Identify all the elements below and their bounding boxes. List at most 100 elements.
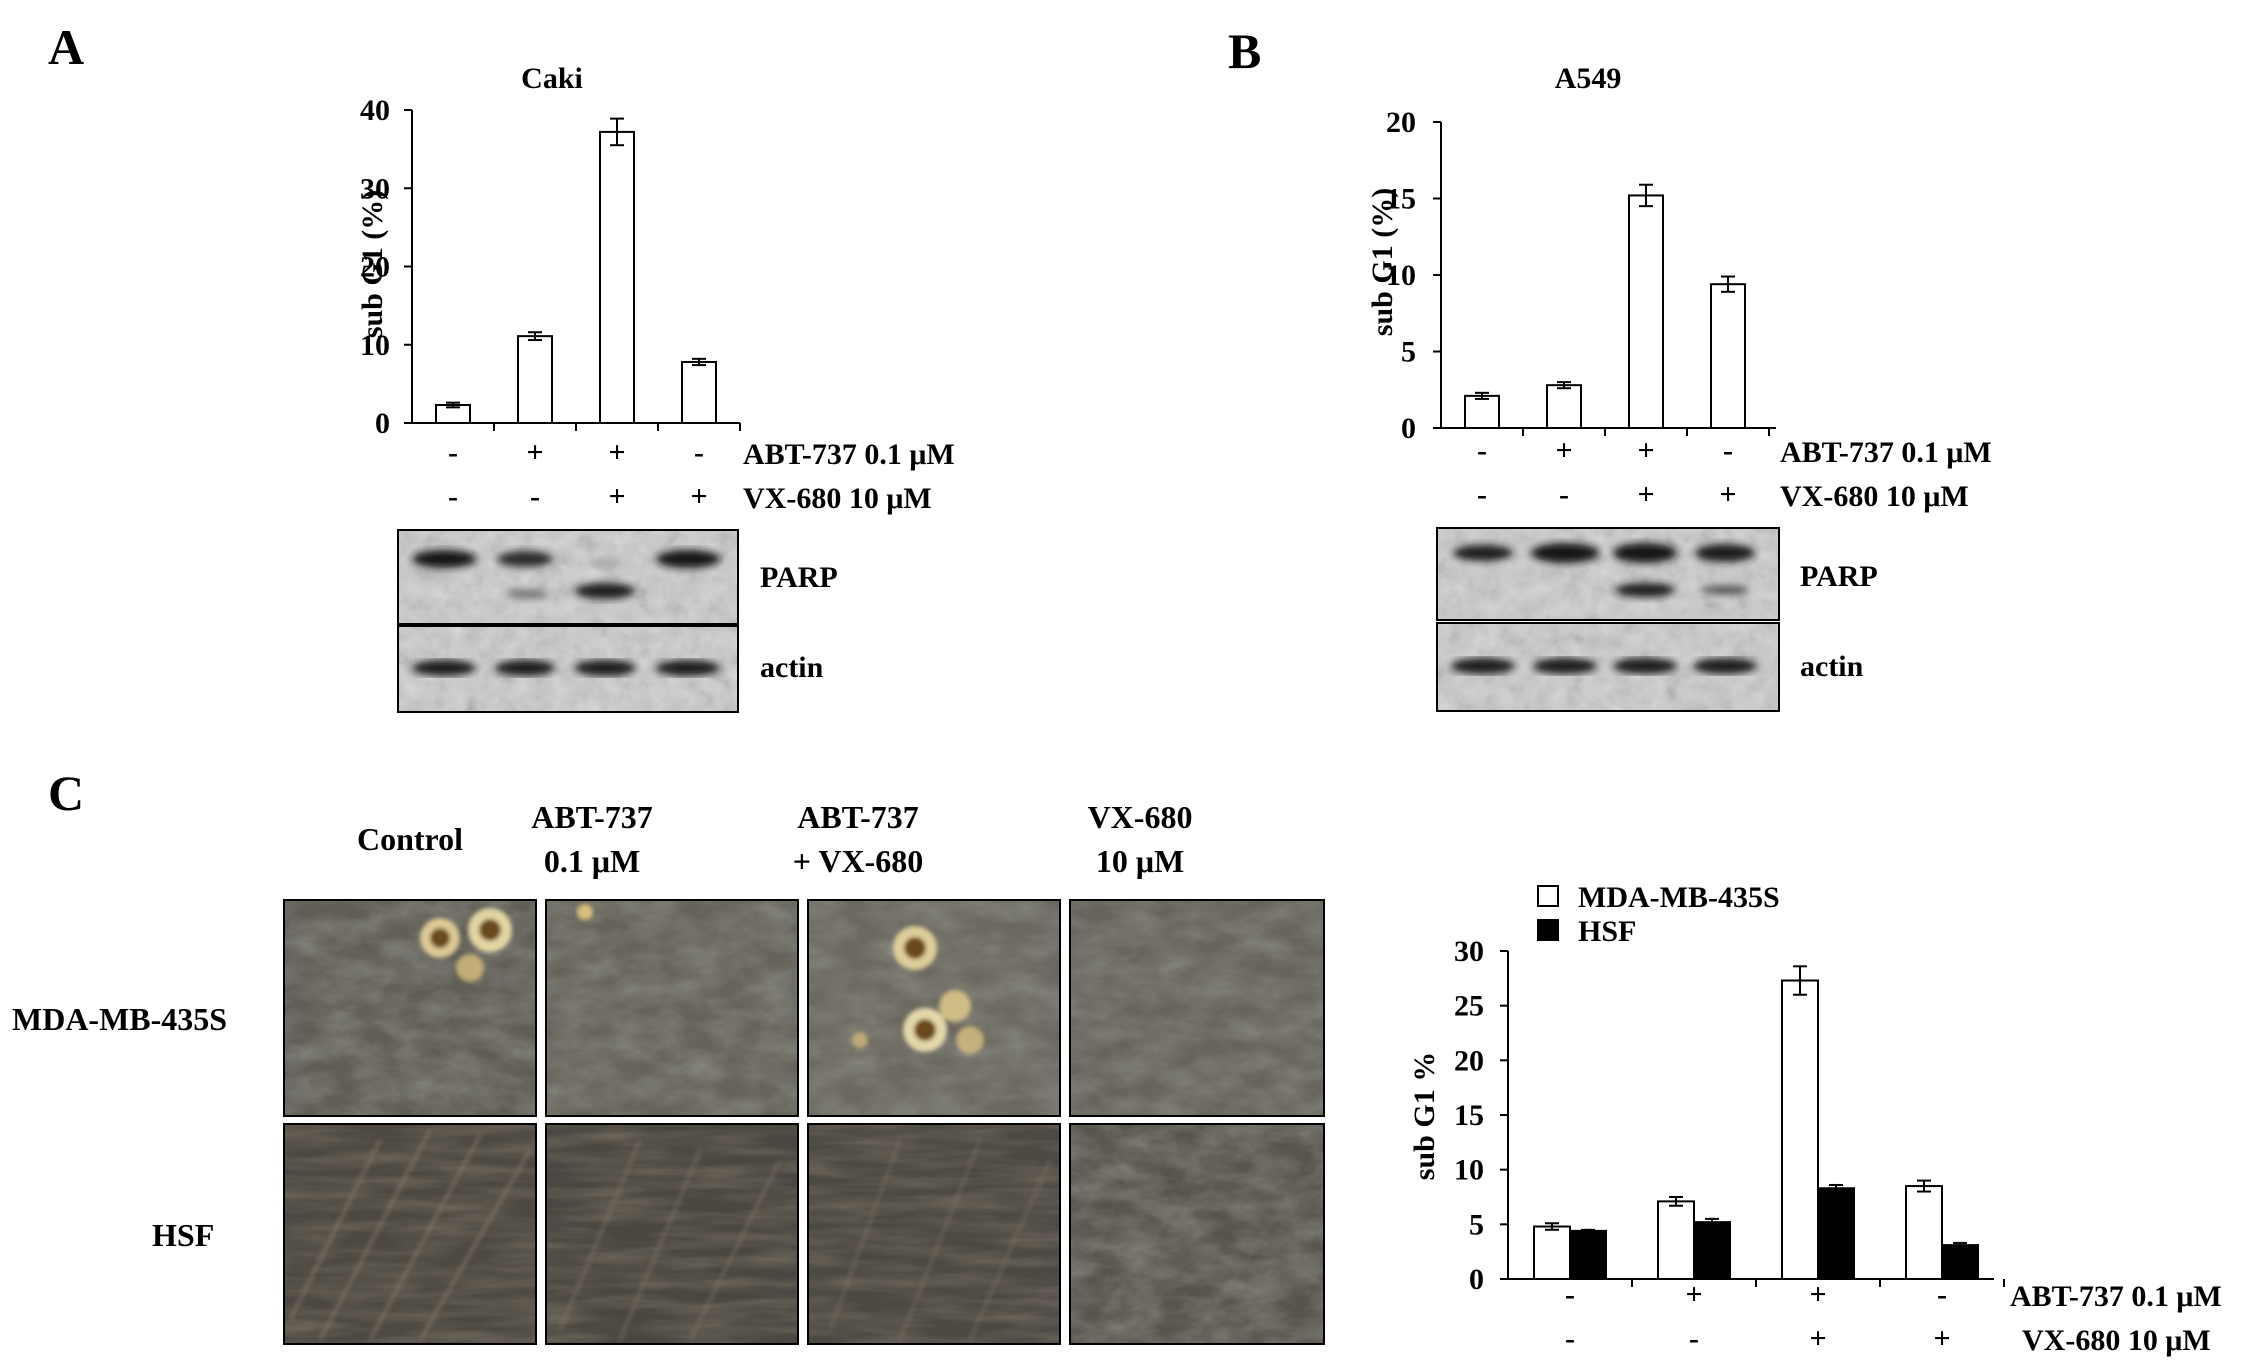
chart-b-abt-sign: + [1637,434,1654,467]
chart-b-vx-label: VX-680 10 μM [1780,480,1969,513]
chart-b-abt-label: ABT-737 0.1 μM [1780,436,1992,469]
chart-b-bar [1546,384,1582,430]
chart-b-vx-sign: - [1477,478,1487,511]
micrograph-hsf-combo [807,1123,1061,1345]
chart-c-y-axis-label: sub G1 % [1408,1052,1441,1180]
chart-b-y-tick-label: 10 [1386,259,1416,292]
chart-a-title: Caki [521,62,583,95]
column-header-vx-line2: 10 μM [1096,843,1184,879]
western-blot-a: PARP actin [397,529,838,713]
legend-swatch-hsf [1537,919,1559,941]
chart-b: A549 sub G1 (%) 0 5 10 15 20 - - + - + + - + ABT-737… [1366,62,1992,513]
chart-c-y-tick-label: 0 [1469,1263,1484,1296]
chart-a-y-axis-label: sub G1 (%) [356,190,389,338]
blot-a-actin-label: actin [760,651,824,684]
chart-c-vx-sign: + [1809,1322,1826,1355]
chart-c-bar [1569,1229,1607,1280]
chart-c-bar [1693,1221,1731,1280]
micrograph-column-headers: Control ABT-737 0.1 μM ABT-737 + VX-680 … [357,799,1192,879]
micrograph-hsf-vx [1069,1123,1325,1345]
column-header-combo-line1: ABT-737 [797,799,919,835]
chart-c-bar [1817,1187,1855,1280]
chart-b-title: A549 [1555,62,1622,95]
chart-a-bar [517,335,553,424]
blot-b-actin-label: actin [1800,650,1864,683]
chart-c-bar [1781,979,1819,1281]
chart-a-abt-sign: + [526,436,543,469]
chart-c-abt-sign: - [1565,1278,1575,1311]
blot-a-actin-bands [412,660,720,676]
chart-b-bar [1628,194,1664,429]
micrograph-mda-vx [1069,899,1325,1117]
chart-b-vx-sign: - [1559,478,1569,511]
chart-b-bar [1464,394,1500,429]
chart-a-y-tick-label: 30 [360,172,390,205]
chart-a-vx-sign: - [448,480,458,513]
chart-a-vx-label: VX-680 10 μM [743,482,932,515]
blot-b-actin-bands [1451,658,1757,674]
chart-c-y-tick-label: 20 [1454,1044,1484,1077]
chart-c-y-tick-label: 5 [1469,1208,1484,1241]
chart-a-vx-sign: + [608,480,625,513]
chart-c-bar [1657,1200,1695,1280]
chart-c-abt-sign: + [1809,1278,1826,1311]
chart-c-vx-sign: + [1933,1322,1950,1355]
chart-c-bar [1533,1225,1571,1281]
chart-b-vx-sign: + [1637,478,1654,511]
chart-c-abt-label: ABT-737 0.1 μM [2010,1280,2222,1313]
micrograph-mda-control [283,899,537,1117]
chart-b-y-tick-label: 5 [1401,336,1416,369]
chart-c: sub G1 % MDA-MB-435S HSF 0 5 10 15 20 25 30 - - +… [1408,881,2222,1357]
row-label-mda: MDA-MB-435S [12,1001,227,1037]
legend-label-mda: MDA-MB-435S [1578,881,1780,914]
chart-b-vx-sign: + [1719,478,1736,511]
chart-c-abt-sign: - [1937,1278,1947,1311]
micrograph-mda-abt [545,899,799,1117]
micrograph-hsf-abt [545,1123,799,1345]
micrograph-mda-combo [807,899,1061,1117]
chart-a-y-tick-label: 40 [360,94,390,127]
chart-b-y-tick-label: 20 [1386,106,1416,139]
chart-a-abt-sign: - [694,436,704,469]
chart-b-abt-sign: - [1477,434,1487,467]
chart-c-y-tick-label: 30 [1454,935,1484,968]
blot-a-parp-grain [399,531,737,623]
chart-b-y-axis-label: sub G1 (%) [1366,188,1399,336]
chart-c-vx-sign: - [1565,1322,1575,1355]
chart-a-abt-sign: - [448,436,458,469]
column-header-abt-line1: ABT-737 [531,799,653,835]
chart-c-y-tick-label: 25 [1454,990,1484,1023]
chart-c-bar [1941,1244,1979,1281]
chart-b-bar [1710,283,1746,429]
chart-c-plot: 0 5 10 15 20 25 30 - - + - + + - + [1454,935,2005,1355]
chart-c-y-tick-label: 15 [1454,1099,1484,1132]
chart-b-y-tick-label: 15 [1386,183,1416,216]
chart-a-plot: 0 10 20 30 40 - - + - + + - + [360,94,741,513]
column-header-combo-line2: + VX-680 [793,843,924,879]
chart-a-y-tick-label: 20 [360,251,390,284]
micrograph-hsf-control [283,1123,537,1345]
panel-letter-c: C [48,765,84,821]
chart-c-vx-label: VX-680 10 μM [2022,1324,2211,1357]
chart-a-y-tick-label: 10 [360,329,390,362]
chart-b-abt-sign: - [1723,434,1733,467]
panel-letter-a: A [48,19,84,75]
column-header-control: Control [357,821,463,857]
legend-label-hsf: HSF [1578,915,1636,948]
chart-a-vx-sign: + [690,480,707,513]
chart-a-bar [599,130,635,424]
column-header-abt-line2: 0.1 μM [544,843,640,879]
chart-c-bar [1905,1185,1943,1280]
chart-a-vx-sign: - [530,480,540,513]
blot-a-parp-bands [412,550,720,599]
blot-b-parp-bands [1453,543,1755,597]
western-blot-b: PARP actin [1436,527,1878,712]
chart-b-y-tick-label: 0 [1401,412,1416,445]
chart-b-abt-sign: + [1555,434,1572,467]
column-header-vx-line1: VX-680 [1088,799,1193,835]
chart-a-y-tick-label: 0 [375,407,390,440]
chart-c-legend: MDA-MB-435S HSF [1537,881,1780,948]
chart-c-y-tick-label: 10 [1454,1154,1484,1187]
blot-a-parp-label: PARP [760,561,838,594]
